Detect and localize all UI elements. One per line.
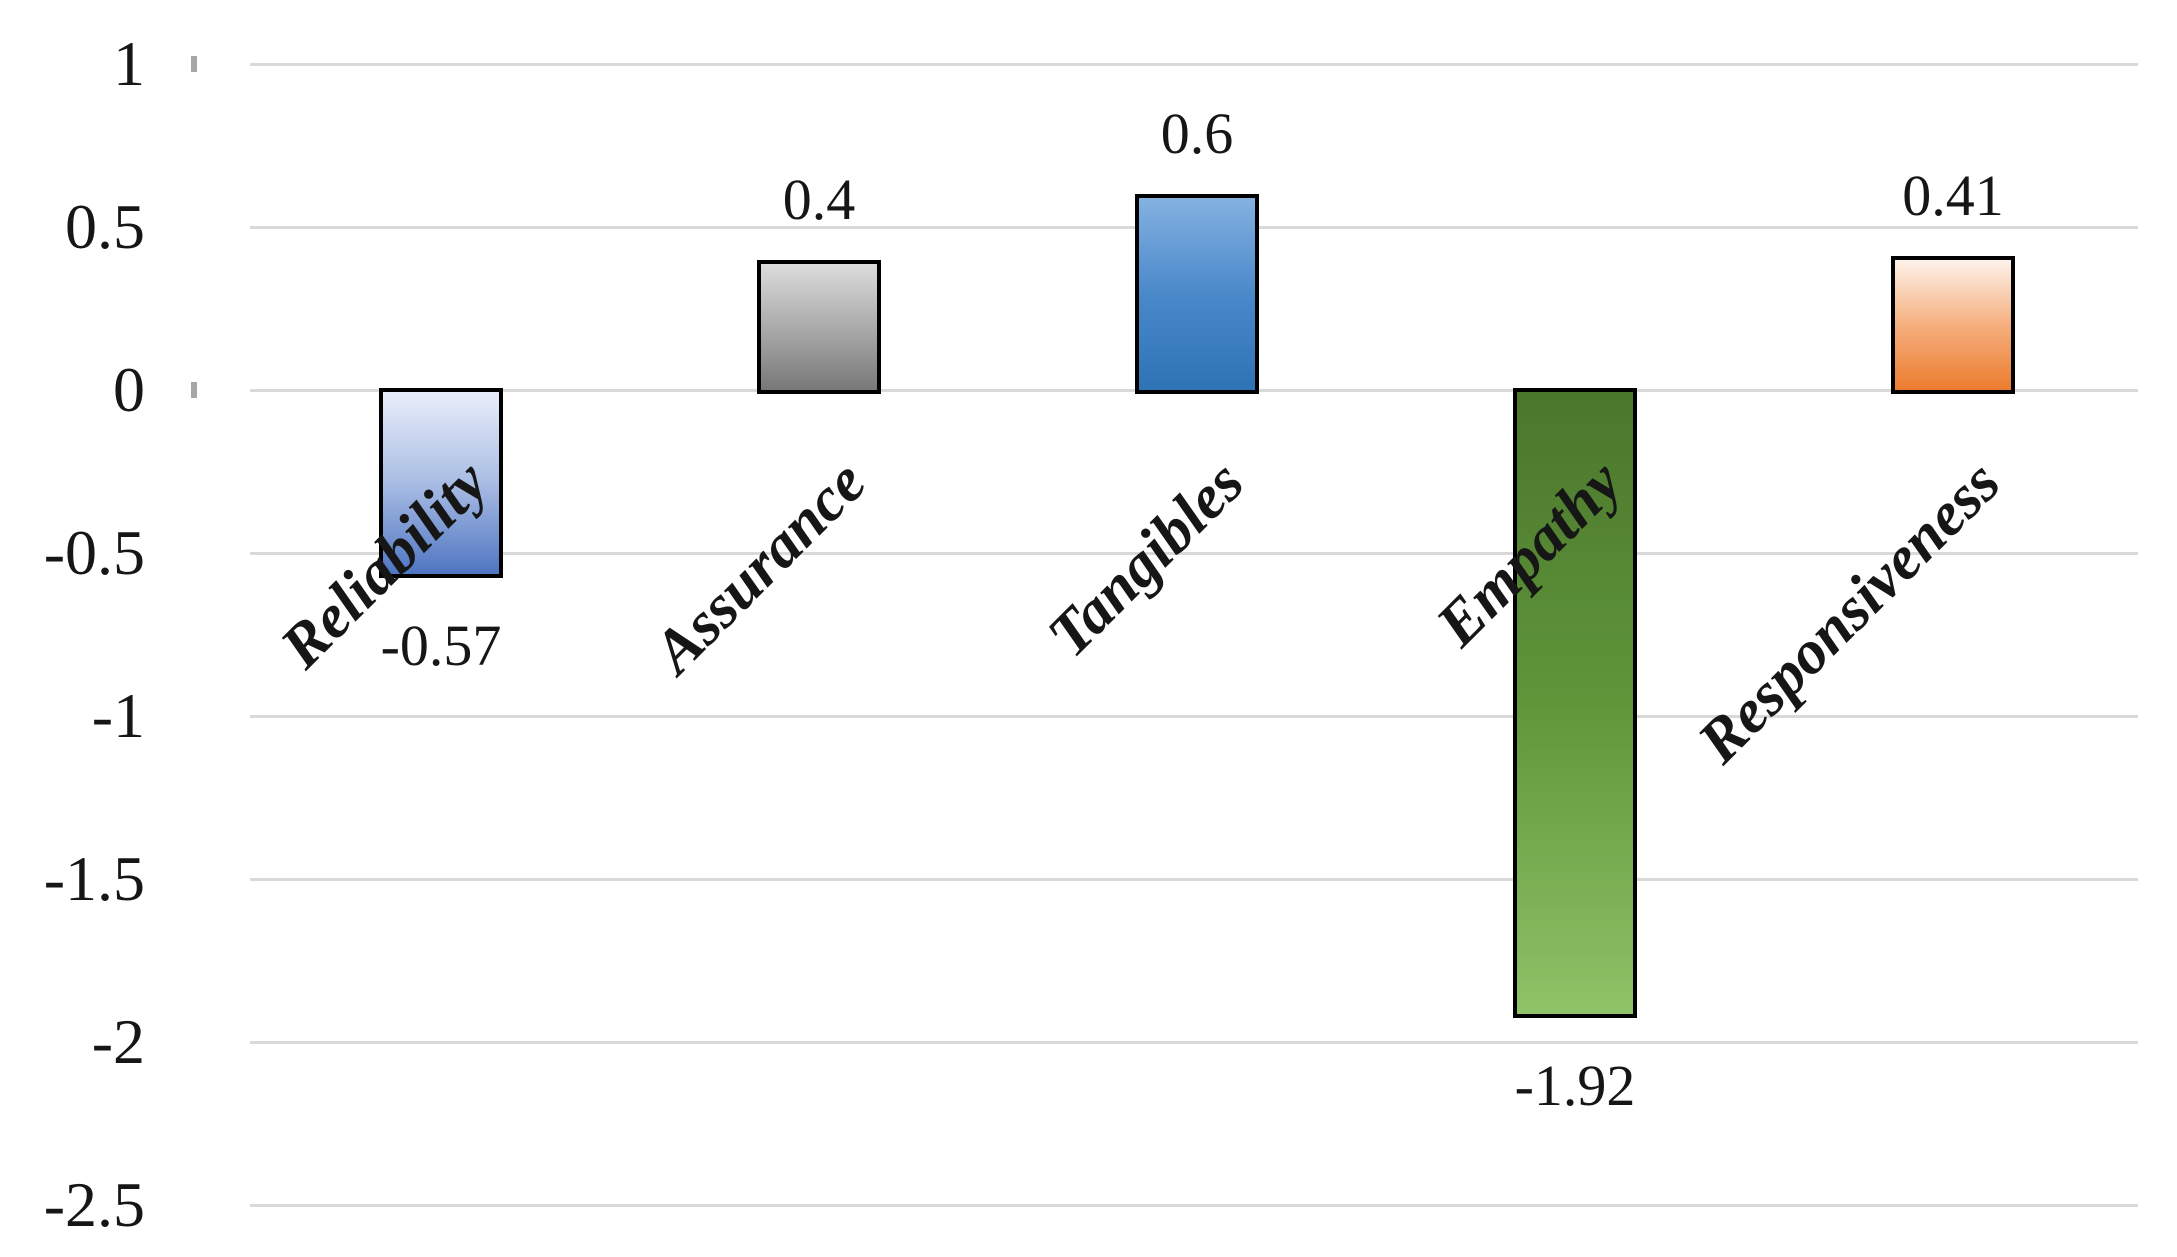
y-axis-tick-label: 0 [113, 354, 145, 425]
y-axis-tick-label: -2.5 [43, 1169, 145, 1240]
axis-tick-mark [191, 56, 197, 72]
gridline [250, 552, 2138, 555]
axis-tick-mark [191, 382, 197, 398]
data-label: 0.41 [1902, 163, 2004, 228]
y-axis-tick-label: -1.5 [43, 843, 145, 914]
data-label: -0.57 [380, 613, 502, 678]
gridline [250, 63, 2138, 66]
category-label-empathy: Empathy [1423, 448, 1636, 660]
category-label-responsiveness: Responsiveness [1684, 448, 2014, 777]
gridline [250, 1204, 2138, 1207]
bar-assurance [757, 260, 881, 394]
y-axis-tick-label: 1 [113, 28, 145, 99]
bar-reliability [379, 388, 503, 578]
data-label: 0.4 [782, 167, 856, 232]
bar-empathy [1513, 388, 1637, 1018]
y-axis-tick-label: -1 [91, 680, 145, 751]
gridline [250, 1041, 2138, 1044]
data-label: 0.6 [1160, 101, 1234, 166]
y-axis-tick-label: -0.5 [43, 517, 145, 588]
category-label-assurance: Assurance [640, 448, 880, 687]
data-label: -1.92 [1514, 1053, 1636, 1118]
y-axis-tick-label: -2 [91, 1006, 145, 1077]
category-label-tangibles: Tangibles [1035, 448, 1258, 670]
bar-responsiveness [1891, 256, 2015, 394]
y-axis-tick-label: 0.5 [65, 191, 145, 262]
gridline [250, 715, 2138, 718]
gridline [250, 878, 2138, 881]
bar-tangibles [1135, 194, 1259, 394]
